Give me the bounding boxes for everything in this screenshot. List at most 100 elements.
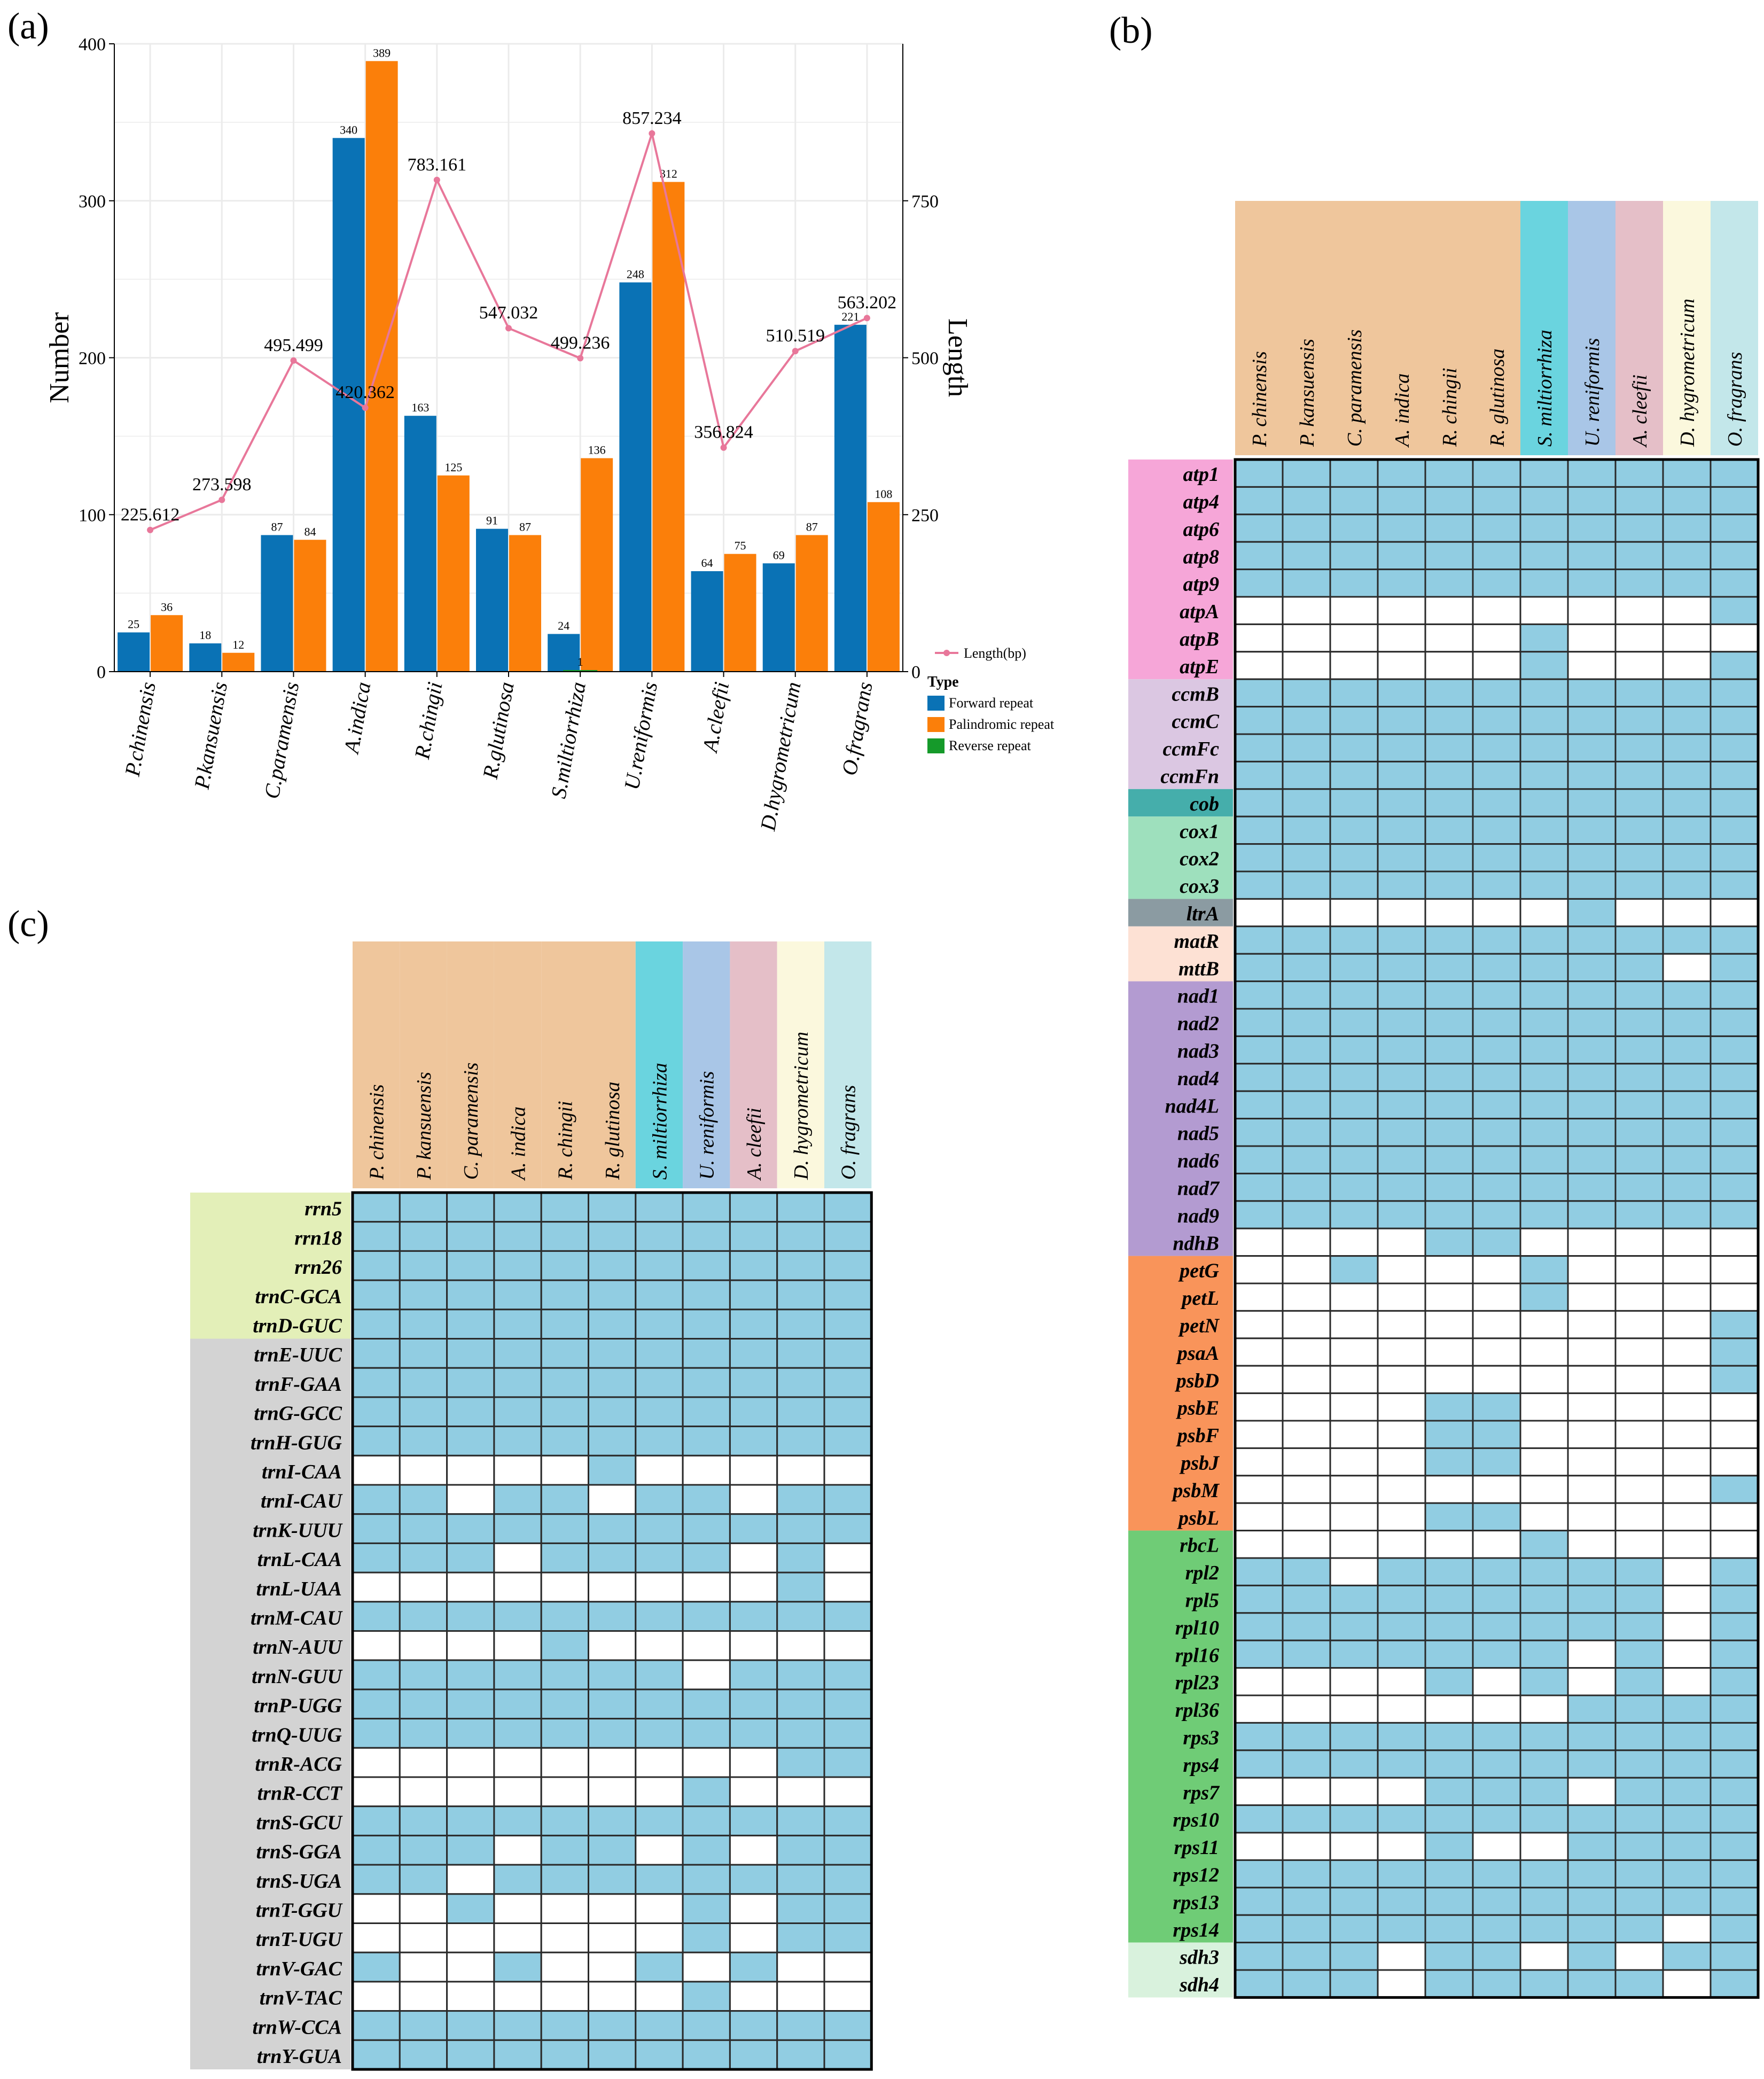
cell-absent — [352, 1630, 401, 1661]
cell-present — [1472, 1392, 1521, 1422]
gene-label: nad5 — [1177, 1123, 1219, 1145]
species-header-label: S. miltiorrhiza — [649, 1063, 671, 1180]
cell-present — [1614, 541, 1664, 571]
cell-present — [635, 1718, 684, 1749]
cell-present — [729, 1338, 778, 1369]
cell-present — [352, 2039, 401, 2070]
gene-label: matR — [1174, 930, 1219, 953]
cell-present — [682, 1338, 731, 1369]
cell-present — [1567, 1200, 1617, 1229]
cell-present — [1329, 569, 1379, 598]
cell-present — [729, 1659, 778, 1691]
cell-present — [1519, 843, 1569, 873]
cell-absent — [446, 1454, 495, 1486]
cell-present — [446, 1250, 495, 1281]
cell-absent — [1282, 1475, 1331, 1504]
cell-present — [1519, 733, 1569, 762]
cell-present — [1710, 1008, 1759, 1037]
species-header-cell — [447, 941, 494, 1188]
cell-present — [776, 1396, 825, 1428]
cell-absent — [540, 1454, 590, 1486]
cell-absent — [1662, 1639, 1712, 1669]
legend-label: Reverse repeat — [949, 738, 1032, 753]
bar-palindromic-repeat — [652, 182, 685, 672]
cell-present — [1662, 1200, 1712, 1229]
cell-present — [540, 1659, 590, 1691]
cell-absent — [540, 1776, 590, 1808]
cell-present — [1614, 1887, 1664, 1916]
cell-present — [399, 1659, 448, 1691]
species-header-label: S. miltiorrhiza — [1534, 330, 1556, 447]
bar-forward-repeat — [834, 324, 867, 672]
series-0: 25 18 87 340 163 91 24 248 64 69 221 — [118, 123, 867, 672]
cell-present — [588, 1542, 637, 1574]
cell-present — [1282, 1749, 1331, 1779]
cell-absent — [682, 1747, 731, 1778]
cell-present — [776, 1221, 825, 1252]
cell-present — [635, 1951, 684, 1983]
cell-absent — [1329, 1365, 1379, 1395]
legend-swatch — [927, 696, 945, 711]
cell-present — [1377, 1172, 1426, 1202]
length-value-label: 510.519 — [766, 326, 825, 346]
cell-absent — [1614, 1942, 1664, 1971]
cell-absent — [399, 1571, 448, 1603]
cell-present — [399, 1864, 448, 1895]
cell-absent — [635, 1922, 684, 1953]
length-value-label: 420.362 — [335, 383, 395, 402]
cell-absent — [588, 1776, 637, 1808]
y-tick-label: 400 — [79, 35, 106, 54]
cell-present — [540, 1601, 590, 1632]
cell-present — [1329, 678, 1379, 708]
bar-value-label: 84 — [304, 525, 316, 538]
cell-present — [1282, 1172, 1331, 1202]
cell-absent — [1567, 1667, 1617, 1696]
cell-present — [588, 2010, 637, 2041]
cell-present — [1329, 1090, 1379, 1120]
length-value-label: 857.234 — [622, 108, 682, 128]
cell-absent — [352, 1571, 401, 1603]
cell-absent — [1567, 1530, 1617, 1559]
cell-present — [729, 1396, 778, 1428]
gene-label: cob — [1190, 793, 1219, 815]
cell-present — [1424, 1942, 1474, 1971]
cell-absent — [1662, 1337, 1712, 1367]
cell-absent — [1424, 1337, 1474, 1367]
cell-present — [1424, 760, 1474, 790]
cell-present — [399, 1396, 448, 1428]
species-header-cell — [1520, 201, 1568, 455]
cell-present — [588, 2039, 637, 2070]
y-tick-label: 0 — [97, 663, 106, 682]
cell-present — [446, 1659, 495, 1691]
length-point — [720, 444, 727, 451]
cell-absent — [588, 1484, 637, 1515]
cell-present — [1329, 788, 1379, 817]
cell-absent — [1614, 623, 1664, 653]
gene-label: trnI-CAU — [261, 1490, 344, 1513]
cell-present — [399, 1309, 448, 1340]
gene-label: trnY-GUA — [257, 2045, 342, 2068]
cell-present — [352, 1192, 401, 1223]
cell-present — [729, 1718, 778, 1749]
cell-present — [1472, 1969, 1521, 1998]
cell-present — [823, 1747, 872, 1778]
cell-present — [540, 1542, 590, 1574]
bar-value-label: 87 — [806, 520, 818, 533]
gene-group-band — [190, 1193, 350, 1339]
cell-present — [635, 1601, 684, 1632]
cell-present — [1329, 1914, 1379, 1944]
cell-present — [399, 1834, 448, 1866]
cell-present — [1472, 980, 1521, 1010]
cell-present — [1472, 1172, 1521, 1202]
cell-present — [540, 1834, 590, 1866]
gene-label: petG — [1178, 1260, 1219, 1282]
cell-absent — [540, 1981, 590, 2012]
gene-label: psbL — [1177, 1507, 1219, 1529]
bar-value-label: 75 — [735, 539, 746, 552]
cell-present — [1377, 1118, 1426, 1147]
y-tick-label: 300 — [79, 192, 106, 212]
cell-present — [1567, 1942, 1617, 1971]
cell-absent — [399, 1981, 448, 2012]
cell-absent — [588, 1922, 637, 1953]
